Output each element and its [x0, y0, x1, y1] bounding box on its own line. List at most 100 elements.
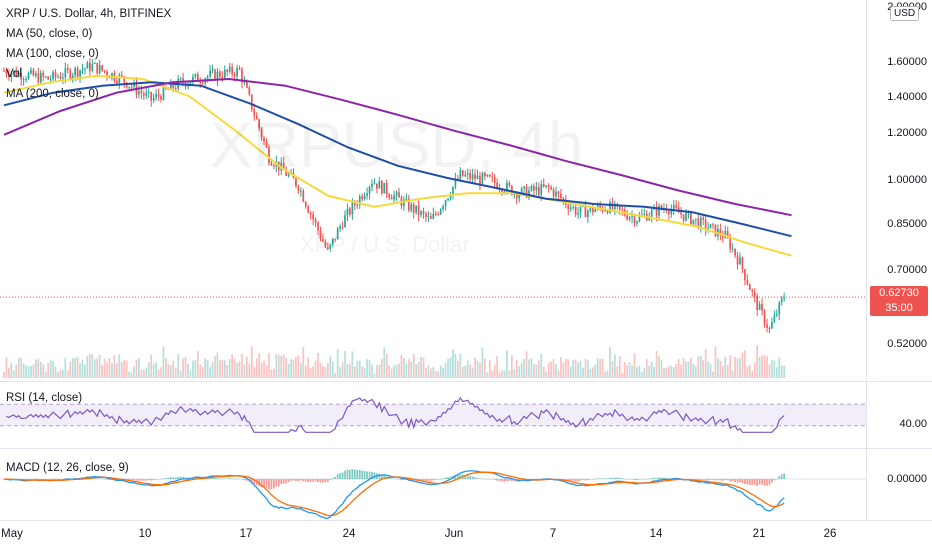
macd-histogram-bar: [579, 479, 582, 481]
macd-axis-label: 0.00000: [887, 473, 927, 485]
macd-histogram-bar: [331, 477, 334, 479]
macd-histogram-bar: [601, 478, 604, 479]
price-axis[interactable]: 2.00000 1.60000 1.40000 1.20000 1.00000 …: [866, 0, 932, 380]
legend-ma50[interactable]: MA (50, close, 0): [6, 28, 93, 40]
legend-ma200[interactable]: MA (200, close, 0): [6, 88, 99, 100]
macd-histogram-bar: [184, 477, 187, 479]
volume-bar: [42, 364, 45, 378]
volume-bar: [339, 366, 341, 378]
macd-histogram-bar: [454, 475, 457, 479]
macd-histogram-bar: [312, 479, 314, 482]
macd-histogram-bar: [493, 479, 496, 480]
rsi-pane[interactable]: [0, 381, 866, 448]
volume-bar: [415, 364, 418, 378]
macd-histogram-bar: [368, 471, 371, 479]
candle-body: [655, 206, 658, 216]
volume-bar: [133, 366, 135, 378]
candle-body: [22, 79, 25, 81]
currency-button[interactable]: USD: [890, 6, 920, 21]
candle-body: [403, 199, 405, 206]
candle-body: [253, 109, 256, 116]
macd-histogram-bar: [775, 478, 778, 480]
volume-bar: [405, 363, 408, 378]
candle-body: [694, 218, 697, 220]
candle-body: [209, 70, 211, 77]
macd-histogram-bar: [498, 479, 501, 482]
macd-histogram-bar: [263, 479, 265, 488]
volume-bar: [582, 367, 584, 378]
candle-body: [562, 198, 565, 200]
candle-body: [496, 182, 498, 189]
volume-bar: [643, 367, 646, 378]
macd-axis[interactable]: 0.00000: [866, 448, 932, 521]
volume-bar: [115, 363, 118, 378]
time-label: 7: [549, 528, 557, 540]
candle-body: [111, 73, 113, 79]
candle-body: [606, 210, 609, 213]
macd-histogram-bar: [648, 478, 651, 480]
volume-bar: [187, 364, 189, 378]
candle-body: [12, 70, 15, 74]
volume-bar: [39, 361, 42, 378]
macd-histogram-bar: [358, 469, 361, 479]
volume-bar: [255, 358, 258, 378]
candle-body: [771, 322, 773, 329]
legend-volume[interactable]: Vol: [6, 68, 22, 80]
candle-body: [268, 147, 270, 163]
macd-histogram-bar: [62, 478, 64, 480]
legend-ma100[interactable]: MA (100, close, 0): [6, 48, 99, 60]
time-axis[interactable]: [0, 520, 932, 551]
volume-bar: [641, 372, 643, 378]
candle-body: [115, 80, 118, 84]
candle-body: [574, 206, 577, 215]
candle-body: [231, 66, 234, 75]
volume-bar: [572, 359, 575, 378]
candle-body: [152, 97, 155, 101]
candle-body: [501, 189, 503, 193]
candle-body: [47, 76, 50, 80]
macd-legend[interactable]: MACD (12, 26, close, 9): [6, 462, 129, 474]
macd-histogram-bar: [47, 479, 50, 480]
rsi-axis[interactable]: 40.00: [866, 381, 932, 448]
chart-title[interactable]: XRP / U.S. Dollar, 4h, BITFINEX: [6, 8, 172, 20]
macd-histogram-bar: [223, 478, 226, 480]
volume-bar: [547, 362, 550, 378]
candle-body: [479, 175, 481, 184]
candle-body: [729, 237, 732, 250]
volume-bar: [562, 362, 565, 378]
candle-body: [363, 195, 366, 200]
volume-bar: [611, 361, 614, 378]
macd-histogram-bar: [753, 479, 756, 485]
volume-bar: [214, 356, 216, 378]
macd-histogram-bar: [611, 477, 614, 479]
macd-histogram-bar: [138, 479, 140, 481]
volume-bar: [761, 355, 763, 378]
macd-histogram-bar: [626, 479, 629, 480]
volume-bar: [680, 364, 682, 378]
candle-body: [528, 190, 530, 198]
candle-body: [322, 238, 324, 242]
candle-body: [221, 76, 224, 78]
candle-body: [64, 68, 67, 78]
volume-bar: [96, 358, 99, 378]
rsi-legend[interactable]: RSI (14, close): [6, 392, 83, 404]
volume-bar: [594, 364, 597, 378]
candle-body: [618, 205, 621, 210]
candle-body: [192, 76, 194, 83]
macd-pane[interactable]: [0, 448, 866, 521]
candle-body: [201, 82, 204, 84]
macd-histogram-bar: [25, 479, 27, 480]
candle-body: [537, 186, 540, 195]
volume-bar: [79, 363, 81, 378]
volume-bar: [326, 363, 329, 378]
macd-histogram-bar: [307, 479, 310, 483]
candle-body: [44, 76, 47, 78]
candle-body: [525, 186, 528, 198]
volume-bar: [295, 356, 297, 378]
candle-body: [54, 71, 57, 77]
time-label: 17: [239, 528, 253, 540]
macd-histogram-bar: [140, 479, 143, 481]
candle-body: [376, 183, 378, 189]
candle-body: [425, 213, 427, 217]
price-pane[interactable]: [0, 0, 866, 380]
